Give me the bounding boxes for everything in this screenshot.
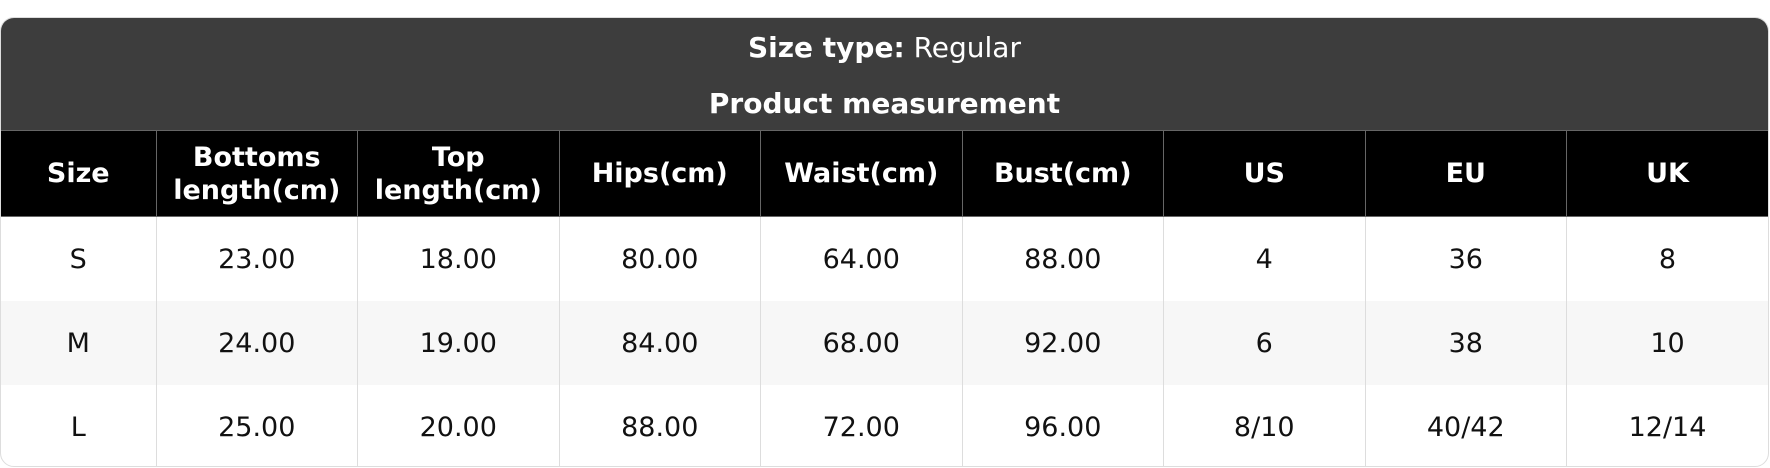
table-cell: 23.00 <box>155 216 358 301</box>
table-cell: S <box>1 216 157 301</box>
column-header: UK <box>1566 130 1768 217</box>
section-title: Product measurement <box>708 87 1061 120</box>
column-header: EU <box>1364 130 1567 217</box>
table-cell: 4 <box>1163 216 1366 301</box>
size-type-value: Regular <box>913 31 1021 64</box>
table-cell: 8 <box>1566 216 1768 301</box>
table-cell: M <box>1 301 157 385</box>
table-row: M 24.00 19.00 84.00 68.00 92.00 6 38 10 <box>1 301 1768 385</box>
column-header: Hips(cm) <box>558 130 761 217</box>
table-cell: 24.00 <box>155 301 358 385</box>
column-header: Size <box>1 130 157 217</box>
table-row: L 25.00 20.00 88.00 72.00 96.00 8/10 40/42 12/14 <box>1 385 1768 466</box>
table-cell: 8/10 <box>1163 385 1366 466</box>
table-cell: 38 <box>1364 301 1567 385</box>
size-chart-card: Size type: Regular Product measurement S… <box>0 17 1769 467</box>
table-cell: L <box>1 385 157 466</box>
table-cell: 40/42 <box>1364 385 1567 466</box>
table-cell: 96.00 <box>961 385 1164 466</box>
size-type: Size type: Regular <box>1 18 1768 68</box>
column-header: Bust(cm) <box>961 130 1164 217</box>
table-cell: 88.00 <box>558 385 761 466</box>
column-header: Top length(cm) <box>357 130 560 217</box>
table-cell: 68.00 <box>760 301 963 385</box>
table-cell: 20.00 <box>357 385 560 466</box>
table-cell: 10 <box>1566 301 1768 385</box>
table-cell: 12/14 <box>1566 385 1768 466</box>
column-header: Waist(cm) <box>760 130 963 217</box>
table-cell: 84.00 <box>558 301 761 385</box>
table-cell: 80.00 <box>558 216 761 301</box>
table-cell: 18.00 <box>357 216 560 301</box>
table-cell: 19.00 <box>357 301 560 385</box>
size-chart-header: Size type: Regular Product measurement <box>1 18 1768 130</box>
table-cell: 64.00 <box>760 216 963 301</box>
table-cell: 36 <box>1364 216 1567 301</box>
table-cell: 72.00 <box>760 385 963 466</box>
table-cell: 88.00 <box>961 216 1164 301</box>
size-type-label: Size type: <box>748 31 905 64</box>
column-header: US <box>1163 130 1366 217</box>
table-row: S 23.00 18.00 80.00 64.00 88.00 4 36 8 <box>1 216 1768 301</box>
table-cell: 6 <box>1163 301 1366 385</box>
table-cell: 25.00 <box>155 385 358 466</box>
size-table: Size Bottoms length(cm) Top length(cm) Hips… <box>1 130 1768 466</box>
table-cell: 92.00 <box>961 301 1164 385</box>
column-header: Bottoms length(cm) <box>155 130 358 217</box>
table-header-row: Size Bottoms length(cm) Top length(cm) Hips… <box>1 130 1768 217</box>
